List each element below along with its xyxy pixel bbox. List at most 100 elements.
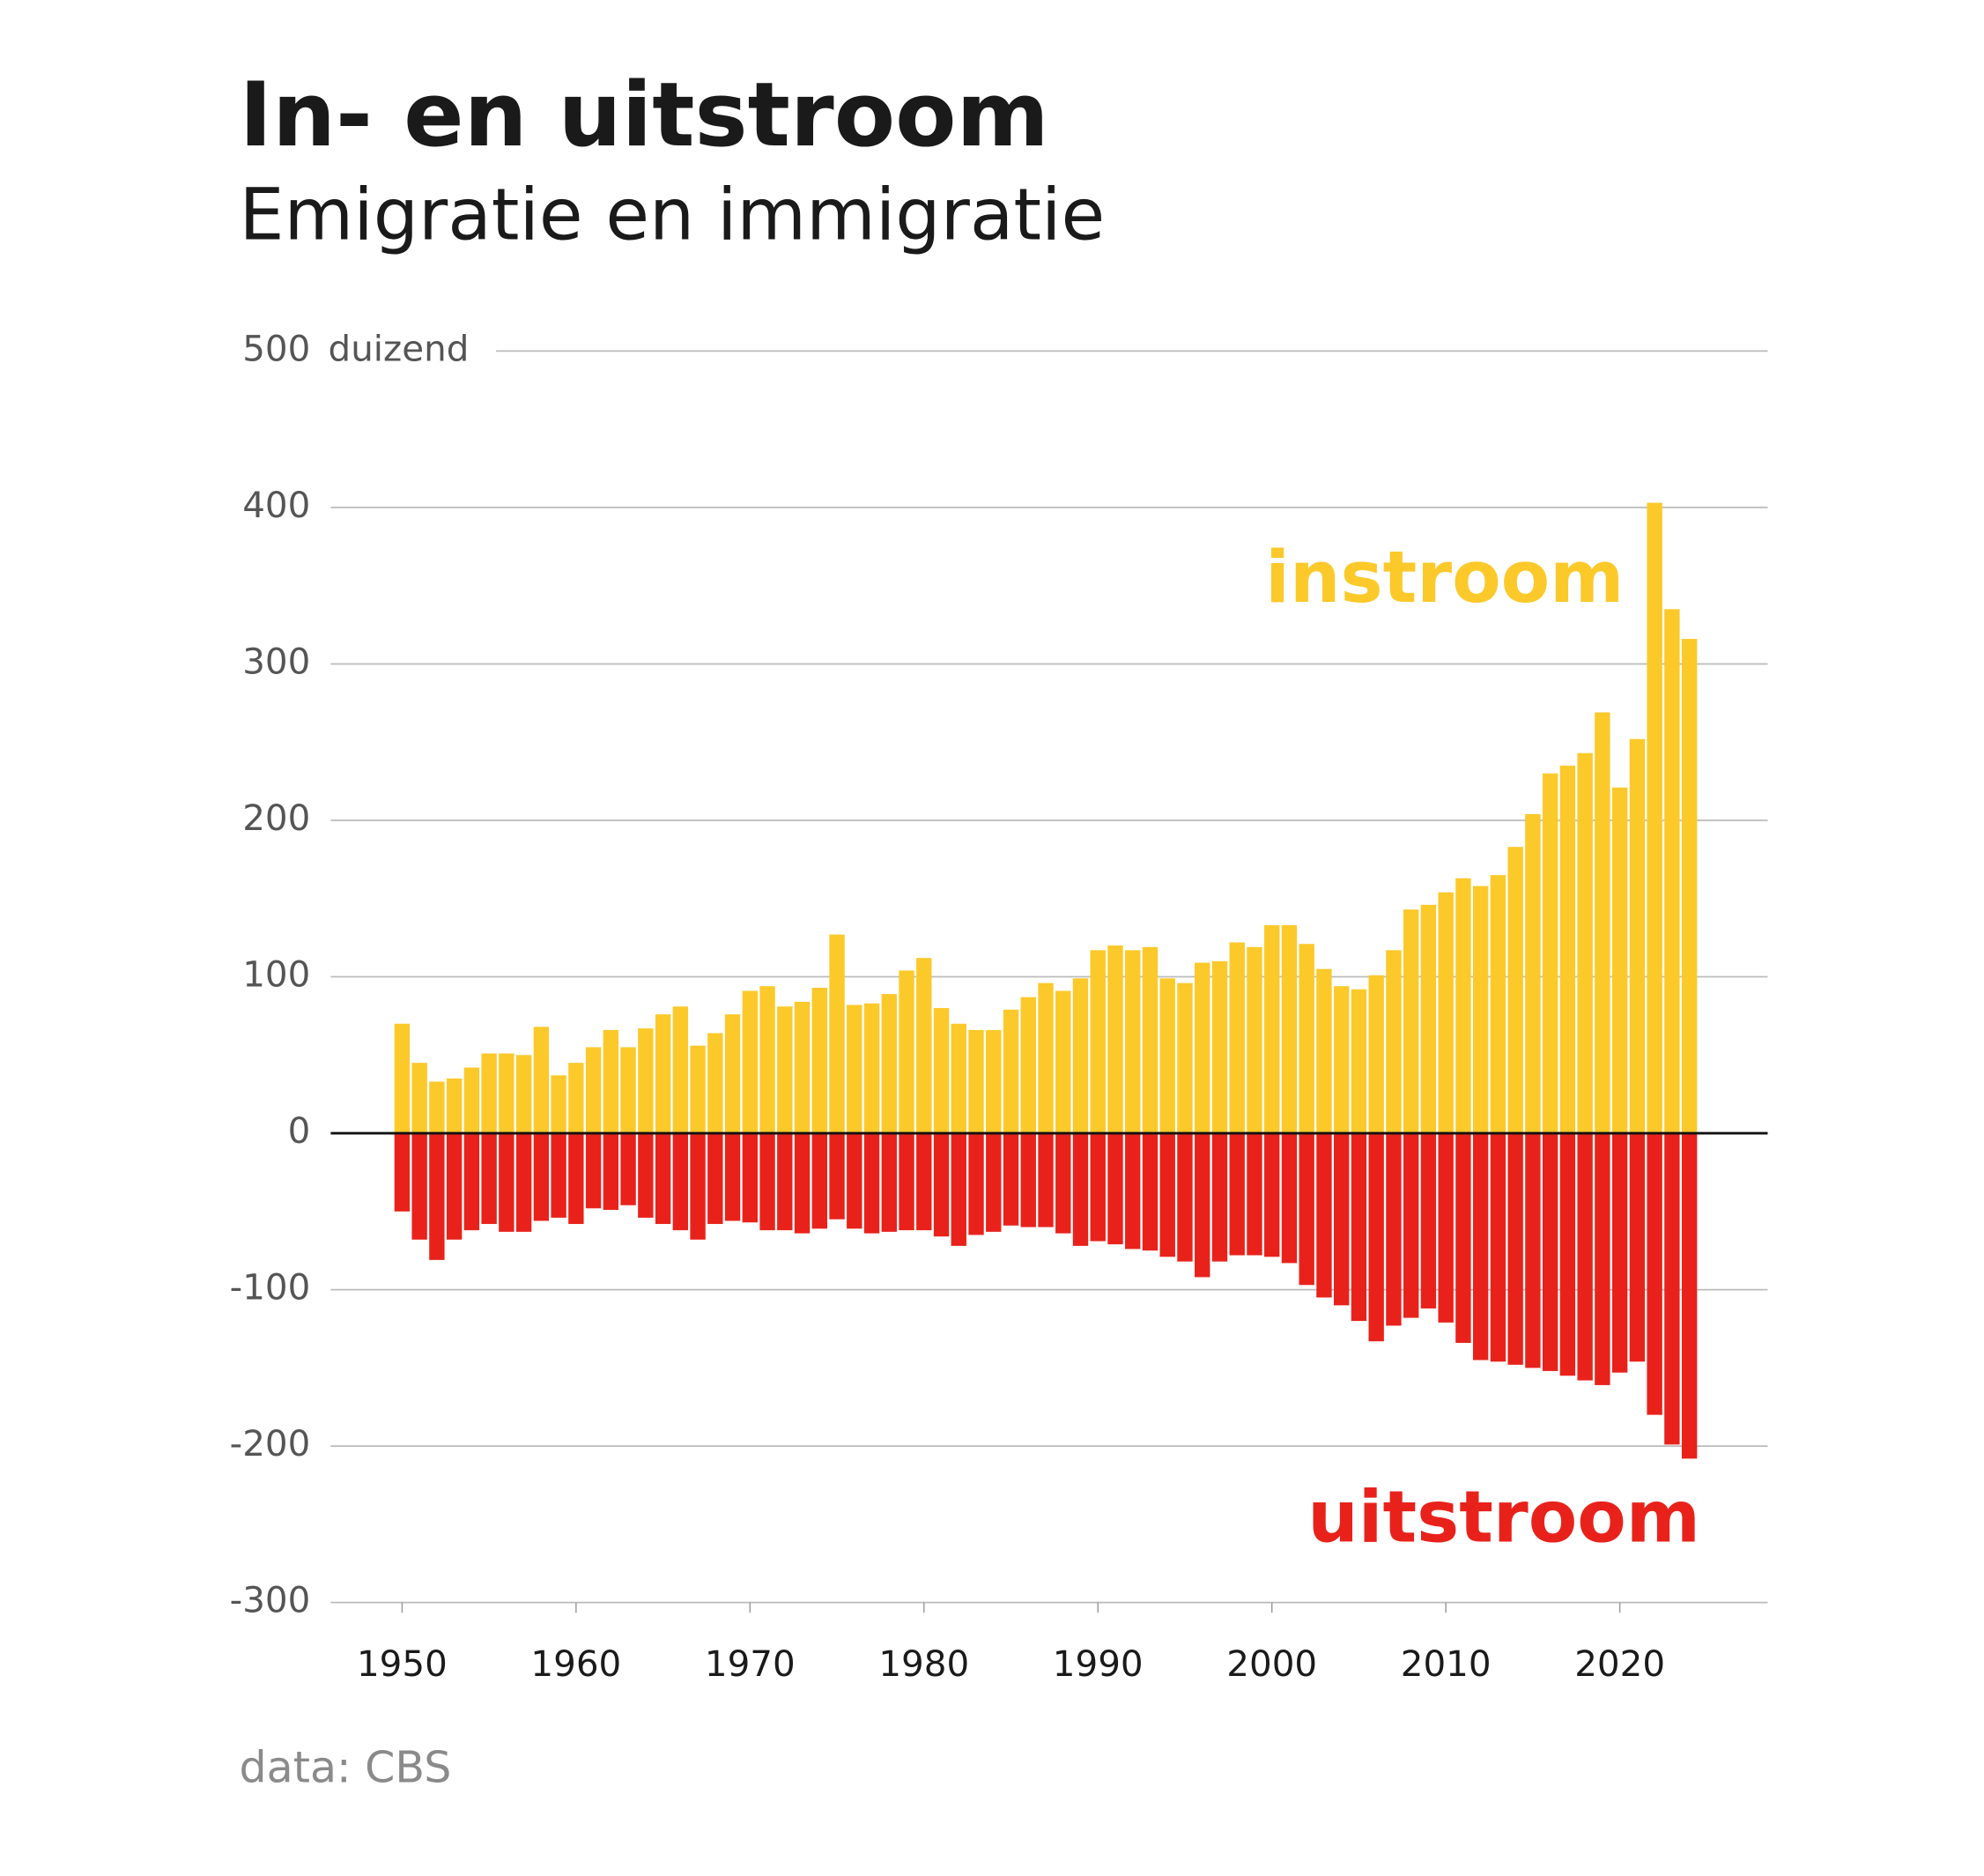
bar bbox=[1247, 1133, 1262, 1256]
bar bbox=[1107, 945, 1123, 1134]
bar bbox=[1472, 1133, 1489, 1361]
bar bbox=[1507, 847, 1523, 1134]
bar bbox=[1577, 1133, 1593, 1381]
bar bbox=[481, 1133, 497, 1225]
bar bbox=[1351, 989, 1367, 1134]
x-tick-label: 2010 bbox=[1401, 1642, 1492, 1685]
bar bbox=[1264, 1133, 1280, 1257]
bar bbox=[794, 1133, 811, 1234]
bar bbox=[1229, 1133, 1245, 1256]
bar bbox=[620, 1047, 636, 1134]
bar bbox=[794, 1001, 811, 1134]
bar bbox=[1490, 1133, 1507, 1362]
bar bbox=[1229, 942, 1245, 1134]
bar bbox=[1664, 1133, 1680, 1445]
bar bbox=[1472, 886, 1489, 1134]
bar bbox=[759, 986, 775, 1134]
bar bbox=[881, 1133, 897, 1232]
bar bbox=[1629, 738, 1646, 1134]
bar bbox=[585, 1133, 602, 1209]
bar bbox=[1195, 962, 1210, 1134]
bar bbox=[394, 1133, 411, 1212]
bar bbox=[1647, 1133, 1662, 1415]
bar bbox=[742, 990, 759, 1134]
bar bbox=[1038, 982, 1054, 1134]
bar bbox=[724, 1014, 741, 1134]
x-tick-label: 1970 bbox=[705, 1642, 796, 1685]
x-tick-label: 1990 bbox=[1053, 1642, 1144, 1685]
bar bbox=[1142, 1133, 1159, 1251]
bar bbox=[1003, 1133, 1019, 1226]
bar bbox=[742, 1133, 759, 1223]
bar bbox=[1333, 986, 1350, 1134]
y-tick-label: 500 bbox=[242, 327, 310, 369]
bar bbox=[863, 1133, 880, 1234]
bar bbox=[916, 1133, 932, 1231]
bar bbox=[1020, 997, 1036, 1134]
bar bbox=[394, 1023, 411, 1134]
x-tick-label: 2020 bbox=[1574, 1642, 1665, 1685]
bar bbox=[411, 1133, 427, 1240]
bar bbox=[533, 1027, 550, 1134]
x-tick-label: 1950 bbox=[357, 1642, 448, 1685]
series-label: instroom bbox=[1265, 537, 1624, 619]
bar bbox=[672, 1006, 689, 1134]
bar bbox=[951, 1133, 966, 1246]
bar bbox=[481, 1053, 497, 1134]
bar bbox=[1211, 960, 1228, 1134]
bar bbox=[1247, 946, 1262, 1134]
y-tick-label: -300 bbox=[230, 1579, 311, 1621]
bar bbox=[811, 1133, 827, 1229]
bar bbox=[463, 1067, 480, 1134]
bar bbox=[986, 1133, 1002, 1232]
y-tick-label: -200 bbox=[230, 1422, 311, 1464]
bar bbox=[847, 1133, 862, 1229]
bar bbox=[1195, 1133, 1210, 1278]
bar bbox=[1647, 502, 1662, 1134]
bar bbox=[515, 1133, 532, 1232]
bar bbox=[638, 1133, 654, 1218]
bar bbox=[499, 1053, 515, 1134]
bar bbox=[1386, 950, 1402, 1134]
bar bbox=[1490, 875, 1507, 1134]
bar bbox=[951, 1023, 966, 1134]
y-unit: duizend bbox=[329, 327, 470, 369]
bar bbox=[1159, 978, 1175, 1134]
bar bbox=[1403, 909, 1419, 1134]
bar bbox=[1177, 1133, 1193, 1262]
bar bbox=[655, 1133, 671, 1225]
bar bbox=[638, 1028, 654, 1134]
y-tick-label: -100 bbox=[230, 1266, 311, 1309]
bar bbox=[1299, 944, 1314, 1134]
y-tick-label: 200 bbox=[242, 797, 310, 839]
bar bbox=[1090, 950, 1106, 1134]
bar bbox=[1299, 1133, 1314, 1286]
x-tick-label: 1960 bbox=[530, 1642, 621, 1685]
bar bbox=[829, 934, 845, 1134]
bar bbox=[811, 987, 827, 1134]
bar bbox=[1507, 1133, 1523, 1365]
bar bbox=[1664, 609, 1680, 1134]
bar bbox=[1020, 1133, 1036, 1227]
bar bbox=[847, 1005, 862, 1134]
bar bbox=[1438, 1133, 1454, 1323]
bar bbox=[411, 1063, 427, 1134]
bar bbox=[707, 1133, 723, 1225]
bar bbox=[899, 970, 914, 1134]
bar bbox=[1559, 1133, 1576, 1376]
bar bbox=[968, 1029, 984, 1134]
bar bbox=[1611, 1133, 1628, 1373]
series-label: uitstroom bbox=[1307, 1477, 1700, 1560]
bar bbox=[1333, 1133, 1350, 1306]
bar bbox=[1595, 1133, 1610, 1385]
bar bbox=[1368, 975, 1384, 1134]
bar bbox=[690, 1045, 706, 1134]
bar bbox=[986, 1029, 1002, 1134]
bar bbox=[1281, 924, 1298, 1134]
bar bbox=[1038, 1133, 1054, 1227]
bar bbox=[1438, 892, 1454, 1134]
bar bbox=[655, 1014, 671, 1134]
bar bbox=[515, 1055, 532, 1134]
